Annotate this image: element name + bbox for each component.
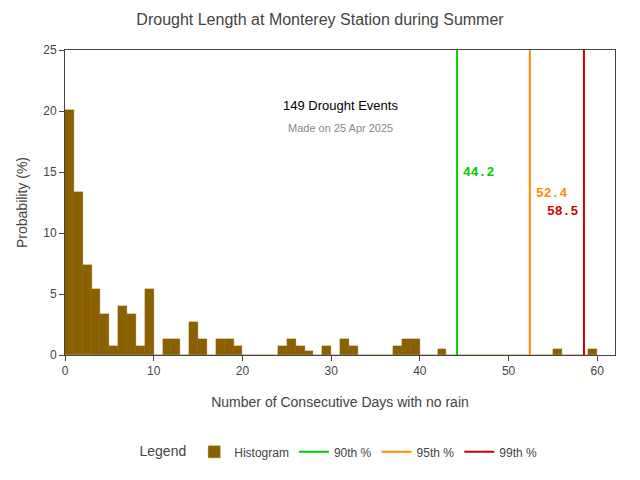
svg-text:25: 25 [43, 43, 57, 57]
svg-text:44.2: 44.2 [463, 165, 494, 180]
svg-text:40: 40 [413, 364, 427, 378]
svg-text:5: 5 [50, 287, 57, 301]
svg-text:20: 20 [236, 364, 250, 378]
svg-text:90th %: 90th % [334, 446, 372, 460]
svg-text:50: 50 [502, 364, 516, 378]
svg-text:Probability (%): Probability (%) [14, 157, 30, 248]
svg-text:60: 60 [591, 364, 605, 378]
svg-text:Drought Length at Monterey Sta: Drought Length at Monterey Station durin… [136, 11, 504, 28]
svg-text:149 Drought Events: 149 Drought Events [283, 98, 398, 113]
svg-text:Legend: Legend [140, 443, 187, 459]
svg-text:0: 0 [50, 348, 57, 362]
svg-text:Number of Consecutive Days wit: Number of Consecutive Days with no rain [211, 394, 469, 410]
svg-text:20: 20 [43, 104, 57, 118]
svg-text:95th %: 95th % [417, 446, 455, 460]
svg-text:52.4: 52.4 [536, 186, 567, 201]
svg-text:Histogram: Histogram [234, 446, 289, 460]
svg-text:10: 10 [43, 226, 57, 240]
svg-text:58.5: 58.5 [547, 204, 578, 219]
svg-text:15: 15 [43, 165, 57, 179]
svg-text:0: 0 [62, 364, 69, 378]
svg-text:Made on 25 Apr 2025: Made on 25 Apr 2025 [288, 122, 393, 134]
svg-text:10: 10 [147, 364, 161, 378]
svg-text:99th %: 99th % [499, 446, 537, 460]
svg-text:30: 30 [324, 364, 338, 378]
